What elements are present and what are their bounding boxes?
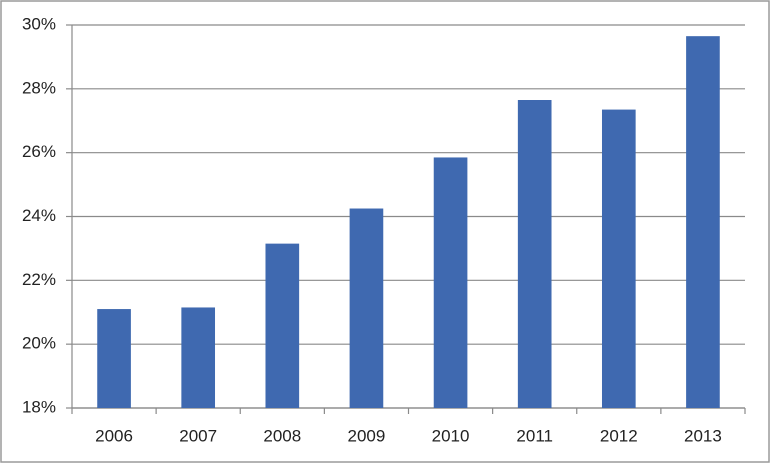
bar	[433, 157, 468, 408]
y-tick-label: 22%	[22, 270, 56, 289]
x-tick-label: 2006	[95, 426, 133, 445]
bar	[265, 243, 300, 408]
bar	[517, 100, 552, 409]
y-tick-label: 30%	[22, 14, 56, 33]
x-tick-label: 2013	[684, 426, 722, 445]
x-tick-label: 2011	[516, 426, 553, 445]
y-tick-label: 18%	[22, 397, 56, 416]
y-tick-label: 24%	[22, 206, 56, 225]
x-tick-label: 2012	[600, 426, 638, 445]
y-tick-label: 20%	[22, 334, 56, 353]
bar	[97, 309, 131, 408]
y-tick-label: 28%	[22, 78, 56, 97]
x-tick-label: 2009	[348, 426, 386, 445]
x-tick-label: 2010	[432, 426, 470, 445]
bar	[686, 36, 720, 408]
bar	[601, 109, 636, 409]
bar	[181, 307, 216, 408]
bar	[349, 208, 384, 408]
y-tick-label: 26%	[22, 142, 56, 161]
x-tick-label: 2007	[179, 426, 217, 445]
x-tick-label: 2008	[263, 426, 301, 445]
